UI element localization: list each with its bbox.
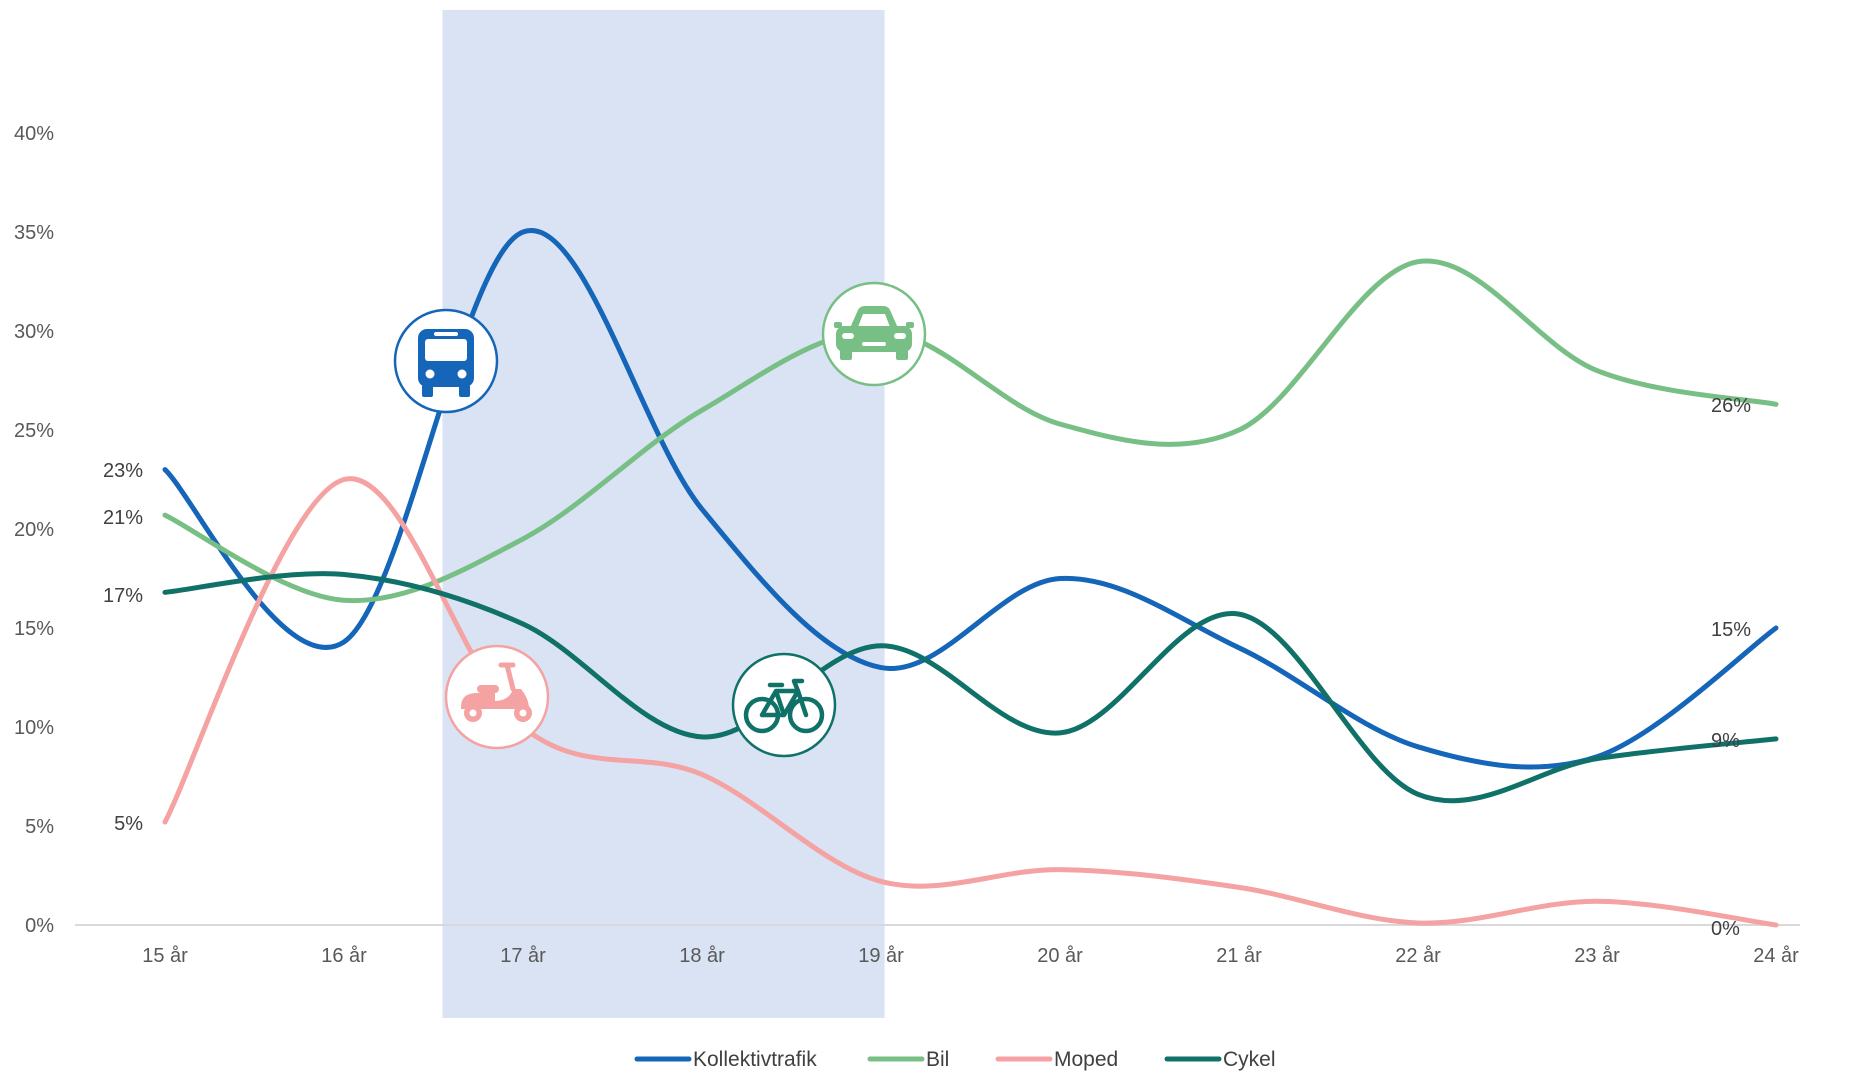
series-line-cykel	[162, 571, 1779, 804]
x-tick-label: 24 år	[1753, 945, 1799, 967]
y-tick-label: 35%	[14, 222, 54, 244]
x-tick-label: 15 år	[142, 945, 188, 967]
scooter-icon	[444, 644, 550, 750]
icon-ring	[444, 644, 550, 750]
y-tick-label: 0%	[25, 915, 54, 937]
car-wheel	[896, 350, 908, 360]
legend-label: Kollektivtrafik	[693, 1048, 817, 1071]
y-tick-label: 25%	[14, 420, 54, 442]
end-value-label: 9%	[1711, 730, 1740, 752]
series-line-bil	[162, 258, 1779, 604]
x-tick-label: 22 år	[1395, 945, 1441, 967]
x-tick-label: 16 år	[321, 945, 367, 967]
car-icon	[821, 281, 927, 387]
highlight-band	[442, 10, 885, 1018]
legend-label: Moped	[1054, 1048, 1118, 1071]
bus-light	[457, 369, 467, 379]
bicycle-wheel	[787, 696, 825, 734]
bus-wheel	[459, 385, 470, 397]
car-grille	[862, 342, 886, 346]
bicycle-frame	[759, 688, 809, 718]
legend-label: Bil	[926, 1048, 949, 1071]
y-tick-label: 5%	[25, 816, 54, 838]
end-value-label: 26%	[1711, 395, 1751, 417]
scooter-stem	[504, 662, 516, 692]
bicycle-seat-handle	[767, 678, 805, 694]
y-tick-label: 10%	[14, 717, 54, 739]
bus-icon	[393, 308, 499, 414]
series-line-moped	[162, 476, 1779, 928]
y-axis: 0% 5% 10% 15% 20% 25% 30% 35% 40%	[14, 123, 54, 937]
series-line-kollektivtrafik	[162, 228, 1779, 770]
x-tick-label: 19 år	[858, 945, 904, 967]
bus-light	[425, 369, 435, 379]
y-tick-label: 40%	[14, 123, 54, 145]
x-tick-label: 21 år	[1216, 945, 1262, 967]
bicycle-icon	[731, 652, 837, 758]
car-wheel	[840, 350, 852, 360]
y-tick-label: 30%	[14, 321, 54, 343]
x-tick-label: 17 år	[500, 945, 546, 967]
car-mirror	[834, 322, 842, 328]
x-tick-label: 18 år	[679, 945, 725, 967]
scooter-hub	[519, 709, 527, 717]
start-value-label: 23%	[103, 460, 143, 482]
x-tick-label: 23 år	[1574, 945, 1620, 967]
car-mirror	[906, 322, 914, 328]
car-headlight	[842, 333, 854, 339]
series-lines	[162, 228, 1779, 928]
end-value-label: 0%	[1711, 918, 1740, 940]
car-headlight	[894, 333, 906, 339]
x-axis: 15 år 16 år 17 år 18 år 19 år 20 år 21 år 22 år…	[142, 945, 1799, 967]
car-windshield	[858, 314, 890, 327]
scooter-body	[461, 689, 529, 709]
legend-label: Cykel	[1223, 1048, 1276, 1071]
y-tick-label: 15%	[14, 618, 54, 640]
bus-wheel	[422, 385, 433, 397]
car-body	[836, 326, 912, 352]
data-labels: 23% 15% 21% 26% 5% 0% 17% 9%	[103, 395, 1751, 940]
start-value-label: 17%	[103, 585, 143, 607]
scooter-hub	[469, 709, 477, 717]
start-value-label: 21%	[103, 507, 143, 529]
scooter-seat	[477, 685, 499, 693]
series-icons	[393, 281, 927, 758]
x-tick-label: 20 år	[1037, 945, 1083, 967]
legend: Kollektivtrafik Bil Moped Cykel	[634, 1048, 1276, 1071]
bus-sign	[434, 332, 458, 336]
y-tick-label: 20%	[14, 519, 54, 541]
bus-window	[425, 339, 467, 361]
start-value-label: 5%	[114, 813, 143, 835]
end-value-label: 15%	[1711, 619, 1751, 641]
